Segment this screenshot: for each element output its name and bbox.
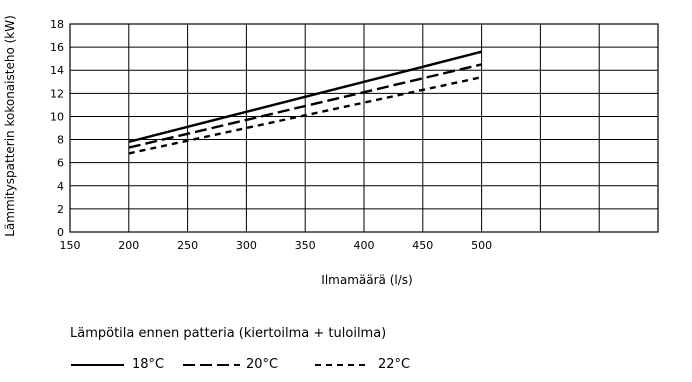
x-tick-label: 250 xyxy=(177,239,198,252)
y-tick-label: 2 xyxy=(57,203,64,216)
grid-lines xyxy=(69,23,659,233)
y-tick-label: 0 xyxy=(57,226,64,239)
x-tick-label: 500 xyxy=(471,239,492,252)
series-line-2 xyxy=(128,63,482,149)
y-tick-label: 6 xyxy=(57,157,64,170)
x-tick-label: 400 xyxy=(354,239,375,252)
series-line-3 xyxy=(128,76,482,155)
y-tick-label: 18 xyxy=(50,18,64,31)
x-tick-label: 300 xyxy=(236,239,257,252)
plot-frame xyxy=(69,23,659,233)
y-axis-title: Lämmityspatterin kokonaisteho (kW) xyxy=(3,15,17,237)
x-axis-title: Ilmamäärä (l/s) xyxy=(321,273,412,287)
x-tick-label: 350 xyxy=(295,239,316,252)
line-chart: 150 200 250 300 350 400 450 500 0 2 4 6 8 10 12 14 16 18… xyxy=(3,15,659,287)
y-tick-label: 12 xyxy=(50,87,64,100)
legend-label: 20°C xyxy=(246,357,279,372)
y-tick-label: 16 xyxy=(50,41,64,54)
y-tick-label: 14 xyxy=(50,64,64,77)
x-tick-label: 200 xyxy=(118,239,139,252)
legend-swatch-dotted xyxy=(315,364,370,366)
y-tick-label: 4 xyxy=(57,180,64,193)
x-tick-label: 450 xyxy=(412,239,433,252)
legend-swatch-solid xyxy=(71,364,124,366)
legend: 18°C 20°C 22°C xyxy=(70,356,470,376)
x-axis-ticks: 150 200 250 300 350 400 450 500 xyxy=(60,239,493,252)
legend-title: Lämpötila ennen patteria (kiertoilma + t… xyxy=(70,326,387,341)
series-lines xyxy=(128,50,482,155)
legend-label: 22°C xyxy=(378,357,411,372)
y-axis-ticks: 0 2 4 6 8 10 12 14 16 18 xyxy=(50,18,64,239)
legend-swatch-dashed xyxy=(183,364,240,366)
legend-label: 18°C xyxy=(132,357,165,372)
y-tick-label: 10 xyxy=(50,110,64,123)
y-tick-label: 8 xyxy=(57,134,64,147)
series-line-1 xyxy=(128,50,482,144)
x-tick-label: 150 xyxy=(60,239,81,252)
